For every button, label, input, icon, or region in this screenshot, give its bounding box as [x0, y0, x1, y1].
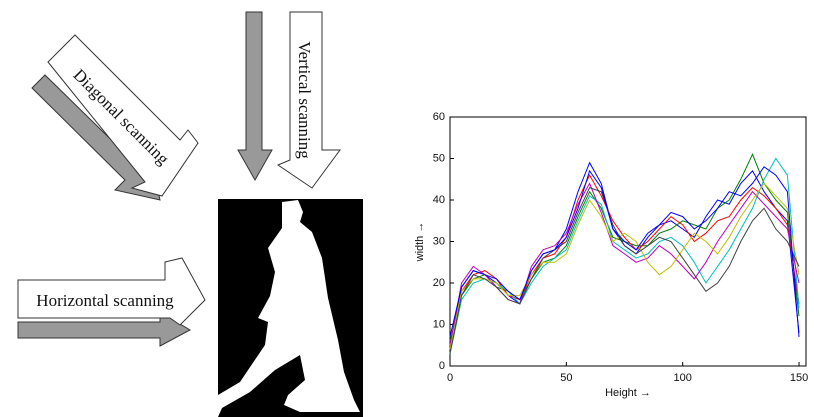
y-tick-label: 40 — [433, 194, 445, 206]
diagonal-arrow-white — [47, 34, 199, 197]
x-axis-label: Height → — [605, 387, 651, 399]
horizontal-label: Horizontal scanning — [36, 291, 174, 310]
vertical-arrow-white — [276, 11, 341, 189]
y-tick-label: 50 — [433, 152, 445, 164]
y-tick-label: 60 — [433, 111, 445, 123]
y-tick-label: 30 — [433, 235, 445, 247]
x-tick-label: 0 — [447, 372, 453, 384]
y-tick-label: 0 — [439, 360, 445, 372]
x-tick-label: 50 — [560, 372, 572, 384]
silhouette — [218, 200, 360, 417]
vertical-arrow-gray — [237, 11, 273, 182]
y-tick-label: 20 — [433, 277, 445, 289]
horizontal-arrow-gray — [17, 311, 192, 347]
y-tick-label: 10 — [433, 318, 445, 330]
series-line — [449, 186, 800, 354]
vertical-label: Vertical scanning — [295, 41, 314, 159]
x-tick-label: 150 — [790, 372, 808, 384]
x-tick-label: 100 — [674, 372, 692, 384]
series-line — [449, 166, 800, 338]
horizontal-arrow-white — [17, 257, 206, 326]
series-line — [449, 182, 800, 350]
chart: 0 10 20 30 40 50 60 0 50 100 150 Height → width → — [414, 111, 808, 399]
y-axis-label: width → — [414, 222, 426, 263]
